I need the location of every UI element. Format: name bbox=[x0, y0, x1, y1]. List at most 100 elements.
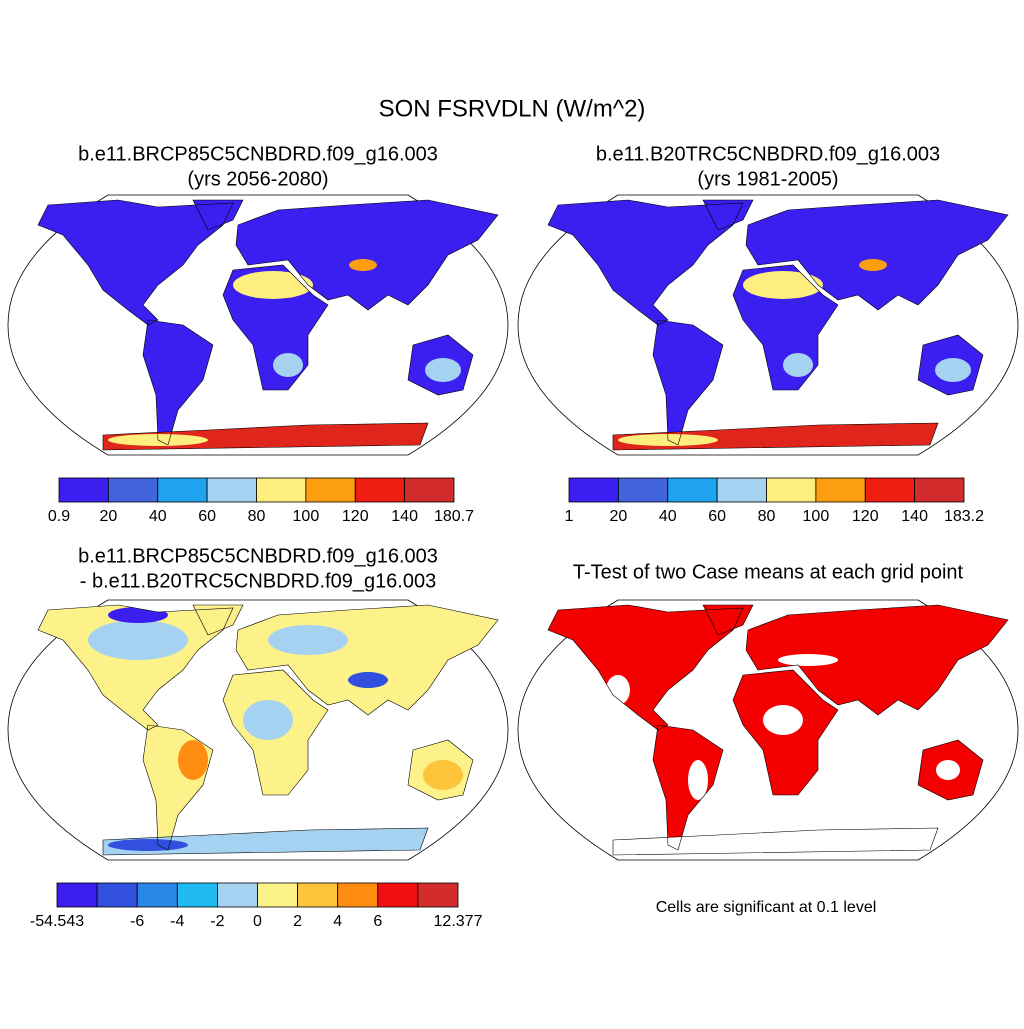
colorbar-box bbox=[176, 882, 218, 908]
colorbar-box bbox=[305, 477, 356, 503]
coastline bbox=[547, 604, 744, 731]
colorbar-label: 12.377 bbox=[434, 913, 483, 930]
patch bbox=[778, 654, 838, 666]
colorbar-label: 0 bbox=[253, 913, 262, 930]
patch bbox=[688, 760, 708, 800]
coastline bbox=[142, 319, 214, 446]
colorbar-box bbox=[257, 882, 298, 908]
colorbar-box bbox=[568, 477, 619, 503]
coastline bbox=[612, 422, 939, 451]
colorbar-box bbox=[297, 882, 339, 908]
colorbar-box bbox=[815, 477, 866, 503]
coastline bbox=[37, 199, 234, 326]
map bbox=[517, 194, 1019, 456]
map bbox=[7, 194, 509, 456]
colorbar-box bbox=[216, 882, 258, 908]
land bbox=[703, 605, 753, 635]
land bbox=[193, 200, 243, 230]
patch bbox=[423, 760, 463, 790]
patch bbox=[763, 705, 803, 735]
colorbar-box bbox=[667, 477, 718, 503]
patch bbox=[178, 740, 208, 780]
colorbar-box bbox=[256, 477, 307, 503]
patch bbox=[349, 259, 377, 271]
colorbar-label: -4 bbox=[170, 913, 184, 930]
panel-title: b.e11.BRCP85C5CNBDRD.f09_g16.003 bbox=[78, 545, 438, 567]
patch bbox=[425, 358, 461, 382]
panel-title: T-Test of two Case means at each grid po… bbox=[573, 561, 964, 583]
colorbar-box bbox=[96, 882, 138, 908]
land bbox=[193, 605, 243, 635]
land bbox=[143, 320, 213, 445]
colorbar-box bbox=[107, 477, 159, 503]
patches bbox=[606, 654, 960, 800]
patch bbox=[783, 353, 813, 377]
colorbar-label: 80 bbox=[758, 508, 776, 525]
patch bbox=[743, 271, 823, 299]
colorbar-label: -54.543 bbox=[30, 913, 84, 930]
coastline bbox=[547, 199, 744, 326]
coastline bbox=[652, 724, 724, 851]
patch bbox=[268, 625, 348, 655]
colorbar-box bbox=[914, 477, 965, 503]
coastline bbox=[222, 264, 329, 391]
colorbar-box bbox=[377, 882, 419, 908]
coastline bbox=[192, 604, 244, 636]
map bbox=[517, 599, 1019, 861]
colorbar-label: -2 bbox=[210, 913, 224, 930]
colorbar-label: 140 bbox=[901, 508, 928, 525]
colorbar-label: 40 bbox=[659, 508, 677, 525]
coastline bbox=[702, 604, 754, 636]
patch bbox=[88, 620, 188, 660]
colorbar-label: 1 bbox=[565, 508, 574, 525]
patch bbox=[243, 700, 293, 740]
colorbar-box bbox=[58, 477, 109, 503]
coastline bbox=[102, 422, 429, 451]
patch bbox=[936, 760, 960, 780]
patch bbox=[859, 259, 887, 271]
panel-title: b.e11.BRCP85C5CNBDRD.f09_g16.003 bbox=[78, 143, 438, 165]
land bbox=[548, 605, 743, 730]
colorbar-label: 183.2 bbox=[944, 508, 984, 525]
panel-subtitle: (yrs 2056-2080) bbox=[187, 168, 328, 190]
colorbar-label: 4 bbox=[333, 913, 342, 930]
figure-title: SON FSRVDLN (W/m^2) bbox=[379, 95, 646, 122]
colorbar-box bbox=[337, 882, 379, 908]
land bbox=[653, 320, 723, 445]
colorbar-label: 20 bbox=[99, 508, 117, 525]
coastline bbox=[235, 604, 499, 716]
patch bbox=[108, 839, 188, 851]
land bbox=[548, 200, 743, 325]
patch bbox=[348, 672, 388, 688]
colorbar-label: 180.7 bbox=[434, 508, 474, 525]
coastline bbox=[222, 669, 329, 796]
colorbar-label: 120 bbox=[342, 508, 369, 525]
colorbar-label: 60 bbox=[708, 508, 726, 525]
land bbox=[746, 605, 1008, 715]
land bbox=[703, 200, 753, 230]
coastline bbox=[142, 724, 214, 851]
patch bbox=[935, 358, 971, 382]
coastline bbox=[745, 604, 1009, 716]
map bbox=[7, 599, 509, 861]
patches bbox=[618, 259, 971, 446]
colorbar-box bbox=[864, 477, 916, 503]
coastline bbox=[407, 334, 474, 396]
colorbar-label: 120 bbox=[852, 508, 879, 525]
coastline bbox=[192, 199, 244, 231]
colorbar-box bbox=[157, 477, 208, 503]
colorbar-label: 100 bbox=[803, 508, 830, 525]
patches bbox=[108, 259, 461, 446]
colorbar-box bbox=[354, 477, 406, 503]
coastline bbox=[732, 264, 839, 391]
colorbar-label: 2 bbox=[293, 913, 302, 930]
coastline bbox=[612, 827, 939, 856]
coastline bbox=[702, 199, 754, 231]
colorbar-box bbox=[56, 882, 98, 908]
colorbar-box bbox=[617, 477, 669, 503]
panel-subtitle: - b.e11.B20TRC5CNBDRD.f09_g16.003 bbox=[80, 570, 436, 592]
colorbar-label: 140 bbox=[391, 508, 418, 525]
coastline bbox=[745, 199, 1009, 311]
colorbar-box bbox=[404, 477, 455, 503]
